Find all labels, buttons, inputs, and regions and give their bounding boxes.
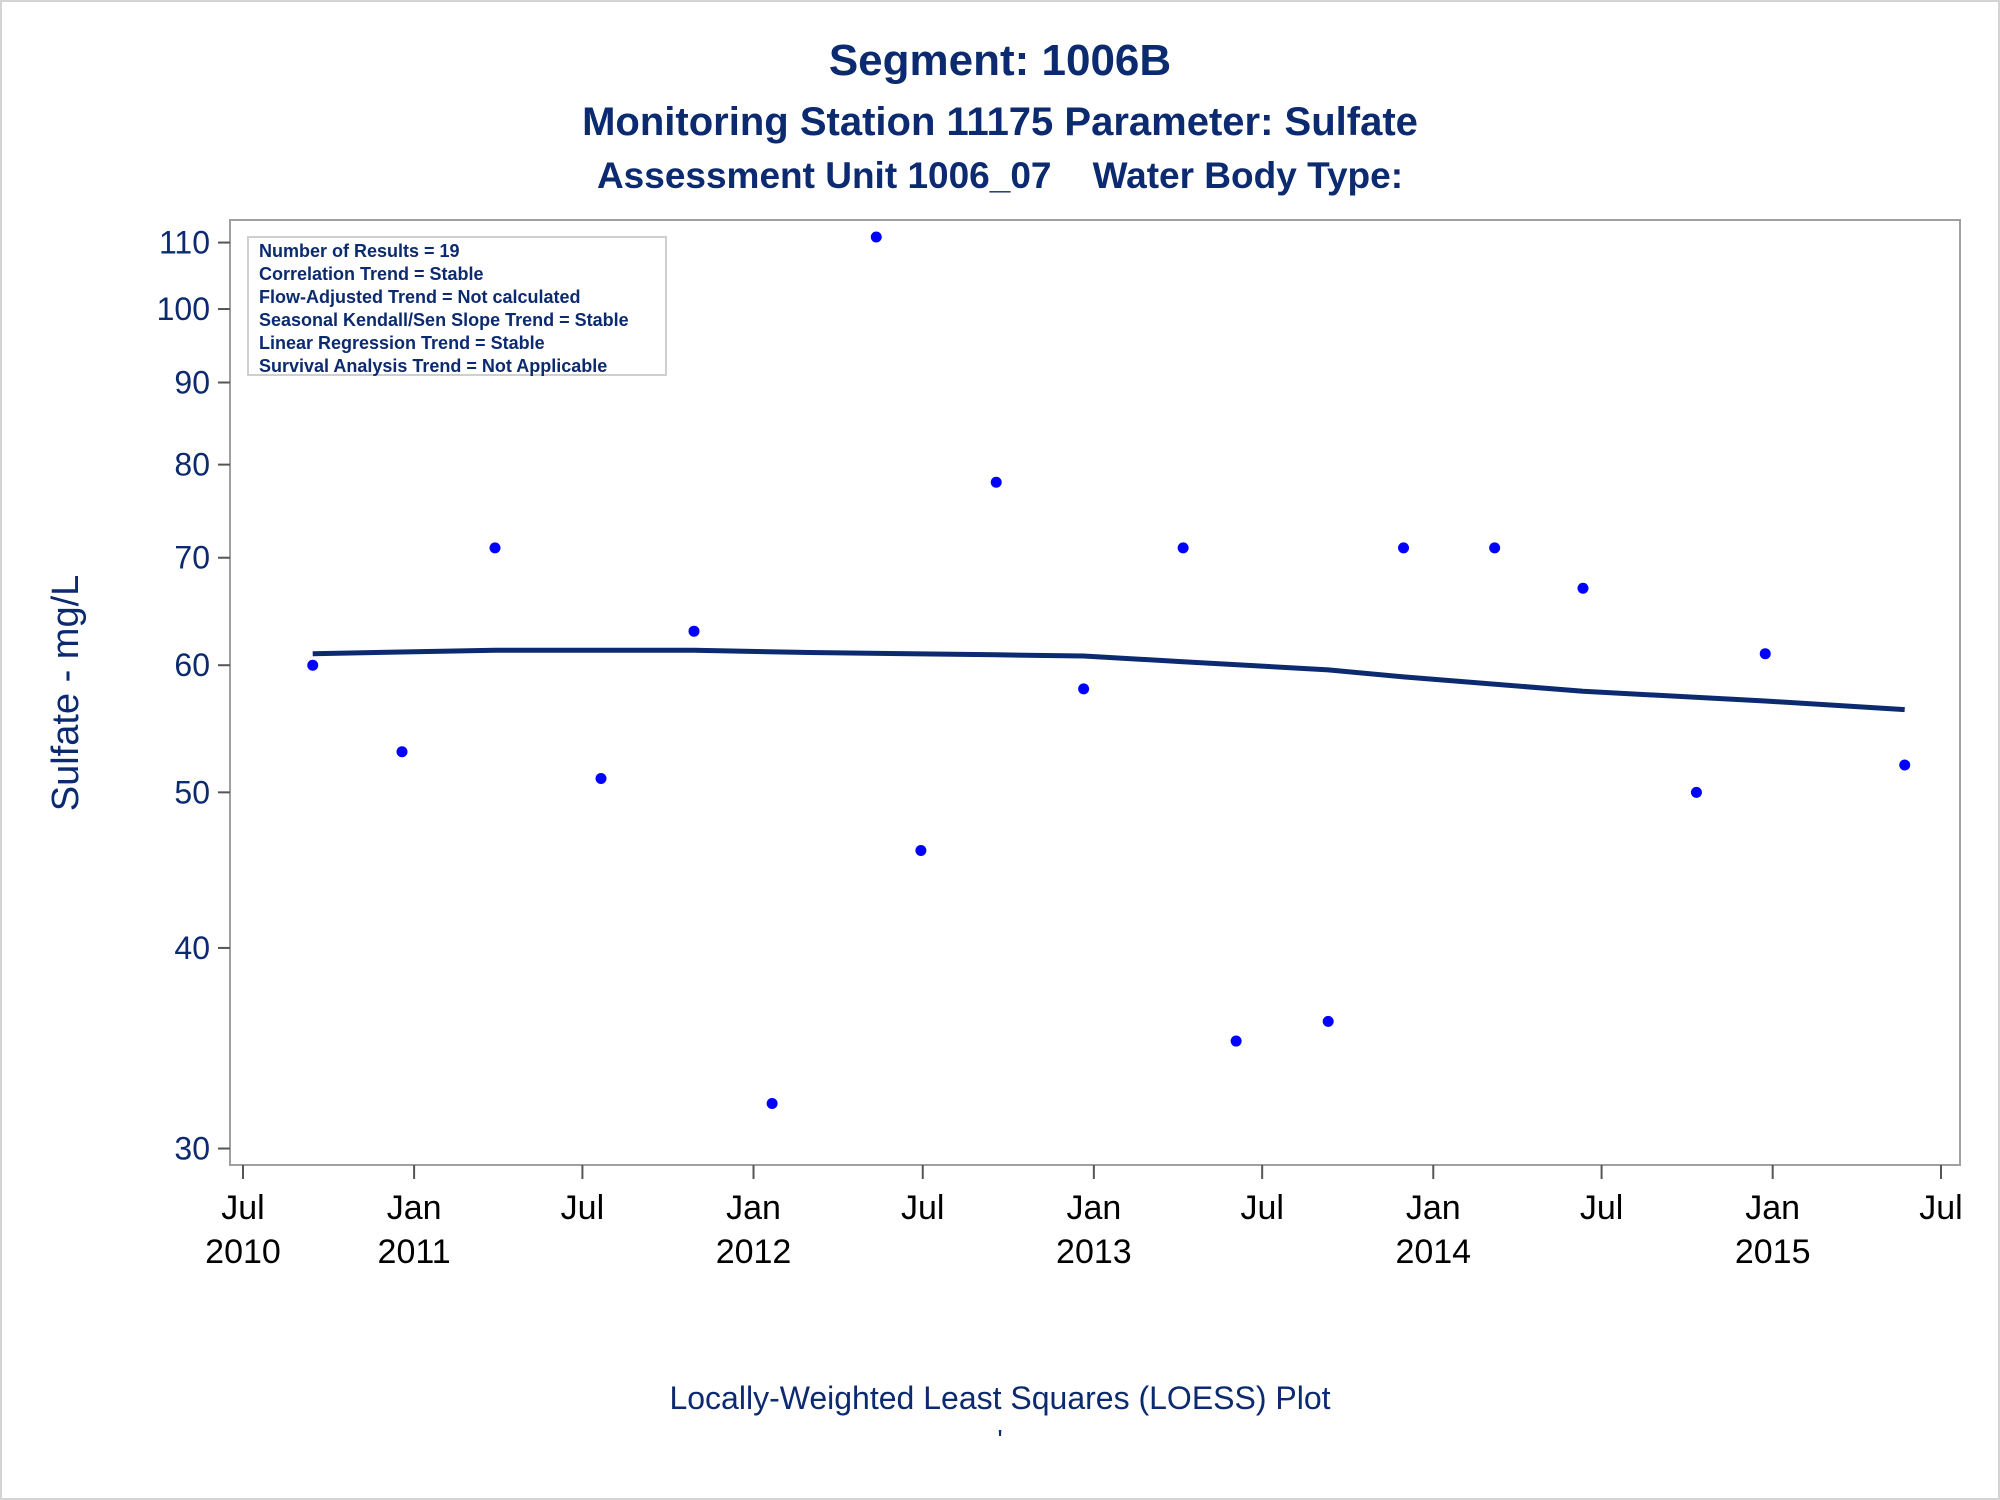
stat-correlation-trend: Correlation Trend = Stable [259,264,484,284]
data-point [1322,1015,1334,1027]
data-point [766,1098,778,1110]
y-tick-label: 50 [174,774,210,810]
data-point [1398,542,1410,554]
x-tick-year-label: 2014 [1395,1233,1471,1271]
y-tick-label: 100 [157,291,210,327]
x-tick-label: Jan [387,1189,442,1227]
y-tick-label: 40 [174,930,210,966]
data-point [870,231,882,243]
x-tick-year-label: 2013 [1056,1233,1132,1271]
x-tick-label: Jul [561,1189,604,1227]
x-tick-label: Jan [726,1189,781,1227]
data-point [1078,683,1090,695]
data-point [990,476,1002,488]
x-tick-year-label: 2012 [716,1233,792,1271]
plot-footnote-mark: ' [997,1424,1003,1455]
x-tick-year-label: 2011 [378,1233,451,1271]
chart-title: Segment: 1006B [828,36,1172,85]
stat-number-of-results: Number of Results = 19 [259,241,460,261]
y-tick-label: 110 [159,225,210,261]
data-point [915,844,927,856]
data-point [1759,648,1771,660]
stat-flow-adjusted-trend: Flow-Adjusted Trend = Not calculated [259,287,581,307]
x-tick-label: Jul [1919,1189,1962,1227]
y-tick-label: 80 [174,447,210,483]
plot-footnote: Locally-Weighted Least Squares (LOESS) P… [669,1380,1331,1416]
x-tick-label: Jan [1066,1189,1121,1227]
x-tick-label: Jul [221,1189,264,1227]
data-point [688,625,700,637]
y-tick-label: 70 [174,540,210,576]
data-point [396,746,408,758]
x-tick-label: Jul [1240,1189,1283,1227]
data-point [489,542,501,554]
stat-seasonal-kendall-trend: Seasonal Kendall/Sen Slope Trend = Stabl… [259,310,629,330]
loess-line [312,647,1905,713]
y-tick-label: 90 [174,364,210,400]
x-tick-label: Jul [1580,1189,1623,1227]
x-tick-label: Jan [1406,1189,1461,1227]
stat-survival-analysis-trend: Survival Analysis Trend = Not Applicable [259,356,608,376]
y-tick-label: 30 [174,1131,210,1167]
x-tick-year-label: 2015 [1735,1233,1811,1271]
chart-subtitle-2: Assessment Unit 1006_07 Water Body Type: [596,155,1404,196]
data-point [1489,542,1501,554]
data-point [1230,1035,1242,1047]
x-tick-label: Jul [901,1189,944,1227]
chart-subtitle: Monitoring Station 11175 Parameter: Sulf… [582,100,1418,144]
x-tick-year-label: 2010 [205,1233,281,1271]
y-axis-title: Sulfate - mg/L [45,575,87,812]
plot-area-frame [229,219,1961,1166]
data-point [595,773,607,785]
data-point [1577,582,1589,594]
data-point [1899,759,1911,771]
data-point [1177,542,1189,554]
x-tick-label: Jan [1745,1189,1800,1227]
stat-linear-regression-trend: Linear Regression Trend = Stable [259,333,545,353]
stats-inset: Number of Results = 19 Correlation Trend… [247,236,667,376]
y-tick-label: 60 [174,647,210,683]
data-point [307,659,319,671]
data-point [1690,786,1702,798]
